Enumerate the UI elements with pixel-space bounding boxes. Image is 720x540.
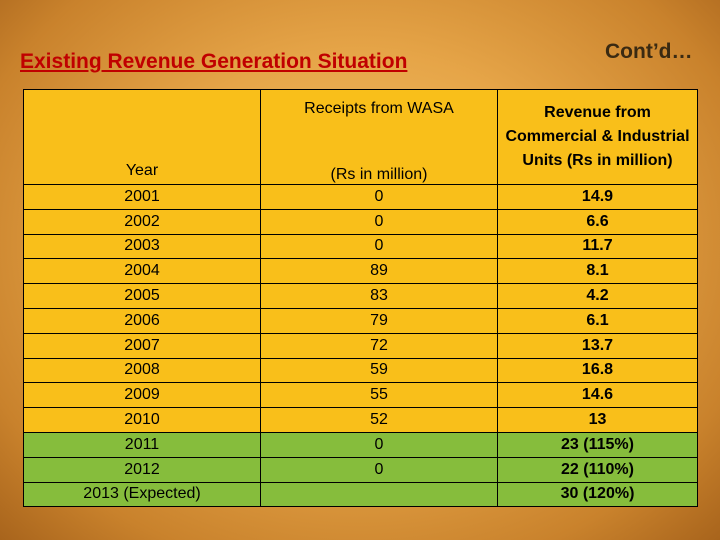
table-header-row: Year Receipts from WASA (Rs in million) … [23, 89, 698, 185]
cell-revenue: 16.8 [497, 357, 698, 384]
header-revenue: Revenue from Commercial & Industrial Uni… [497, 89, 698, 185]
table-row: 2013 (Expected) 30 (120%) [23, 481, 698, 508]
continued-label: Cont’d… [605, 40, 693, 63]
cell-revenue: 14.6 [497, 382, 698, 409]
cell-wasa: 83 [260, 283, 498, 309]
table-row: 2004 89 8.1 [23, 258, 698, 285]
cell-year: 2006 [23, 307, 261, 334]
cell-wasa: 55 [260, 382, 498, 409]
cell-year: 2004 [23, 258, 261, 285]
table-row: 2002 0 6.6 [23, 208, 698, 235]
cell-revenue: 8.1 [497, 258, 698, 285]
table-row: 2011 0 23 (115%) [23, 431, 698, 458]
table-row: 2005 83 4.2 [23, 283, 698, 309]
cell-wasa: 72 [260, 332, 498, 359]
table-row: 2012 0 22 (110%) [23, 456, 698, 483]
cell-revenue: 6.1 [497, 307, 698, 334]
cell-revenue: 6.6 [497, 208, 698, 235]
cell-year: 2001 [23, 184, 261, 210]
cell-year: 2003 [23, 233, 261, 260]
table-row: 2010 52 13 [23, 407, 698, 433]
cell-year: 2011 [23, 431, 261, 458]
header-wasa-unit: (Rs in million) [330, 166, 428, 183]
cell-year: 2012 [23, 456, 261, 483]
cell-wasa: 59 [260, 357, 498, 384]
cell-revenue: 30 (120%) [497, 481, 698, 508]
cell-revenue: 13.7 [497, 332, 698, 359]
cell-wasa: 79 [260, 307, 498, 334]
cell-revenue: 22 (110%) [497, 456, 698, 483]
cell-year: 2010 [23, 407, 261, 433]
table-row: 2007 72 13.7 [23, 332, 698, 359]
table-row: 2003 0 11.7 [23, 233, 698, 260]
header-wasa-receipts: Receipts from WASA (Rs in million) [260, 89, 498, 185]
cell-wasa: 0 [260, 184, 498, 210]
table-body: 2001 0 14.9 2002 0 6.6 2003 0 11.7 2004 89 8.1 2005 8… [23, 184, 698, 508]
header-wasa-label: Receipts from WASA [304, 100, 454, 117]
cell-revenue: 23 (115%) [497, 431, 698, 458]
cell-year: 2008 [23, 357, 261, 384]
cell-revenue: 14.9 [497, 184, 698, 210]
cell-wasa [260, 481, 498, 508]
cell-wasa: 89 [260, 258, 498, 285]
cell-wasa: 0 [260, 456, 498, 483]
revenue-table: Year Receipts from WASA (Rs in million) … [23, 89, 698, 508]
page-title: Existing Revenue Generation Situation [20, 50, 408, 73]
cell-wasa: 0 [260, 233, 498, 260]
cell-year: 2013 (Expected) [23, 481, 261, 508]
cell-wasa: 0 [260, 208, 498, 235]
cell-year: 2005 [23, 283, 261, 309]
cell-wasa: 52 [260, 407, 498, 433]
cell-revenue: 4.2 [497, 283, 698, 309]
cell-revenue: 11.7 [497, 233, 698, 260]
cell-year: 2002 [23, 208, 261, 235]
header-year: Year [23, 89, 261, 185]
table-row: 2009 55 14.6 [23, 382, 698, 409]
cell-revenue: 13 [497, 407, 698, 433]
table-row: 2008 59 16.8 [23, 357, 698, 384]
cell-wasa: 0 [260, 431, 498, 458]
cell-year: 2009 [23, 382, 261, 409]
table-row: 2001 0 14.9 [23, 184, 698, 210]
table-row: 2006 79 6.1 [23, 307, 698, 334]
cell-year: 2007 [23, 332, 261, 359]
